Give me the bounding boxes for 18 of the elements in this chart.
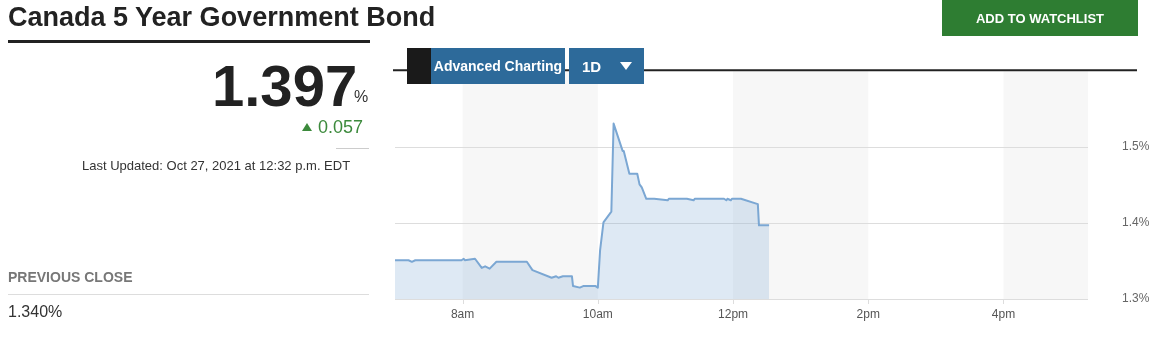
chart-title: Canada 5 Year Government Bond bbox=[8, 2, 436, 33]
watchlist-button[interactable]: ADD TO WATCHLIST bbox=[942, 0, 1138, 36]
charting-button[interactable]: Advanced Charting bbox=[431, 48, 565, 84]
y-tick-label: 1.3% bbox=[1122, 291, 1150, 306]
annotation: Advanced Charting bbox=[433, 58, 563, 74]
x-tick-label: 8am bbox=[450, 306, 475, 321]
x-tick-label: 12pm bbox=[718, 306, 749, 321]
x-tick-label: 10am bbox=[582, 306, 613, 321]
x-tick-label: 2pm bbox=[856, 306, 880, 321]
period-dropdown[interactable]: 1D bbox=[569, 48, 644, 84]
x-tick-label: 4pm bbox=[991, 306, 1016, 321]
text: Last Updated: Oct 27, 2021 at 12:32 p.m. EDT bbox=[82, 158, 351, 173]
text: PREVIOUS CLOSE bbox=[8, 269, 133, 285]
text: 0.057 bbox=[318, 117, 364, 137]
annotation: 1D bbox=[581, 57, 602, 75]
y-tick-label: 1.4% bbox=[1122, 215, 1150, 230]
y-tick-label: 1.5% bbox=[1122, 139, 1150, 154]
text: 1.340% bbox=[8, 303, 63, 320]
